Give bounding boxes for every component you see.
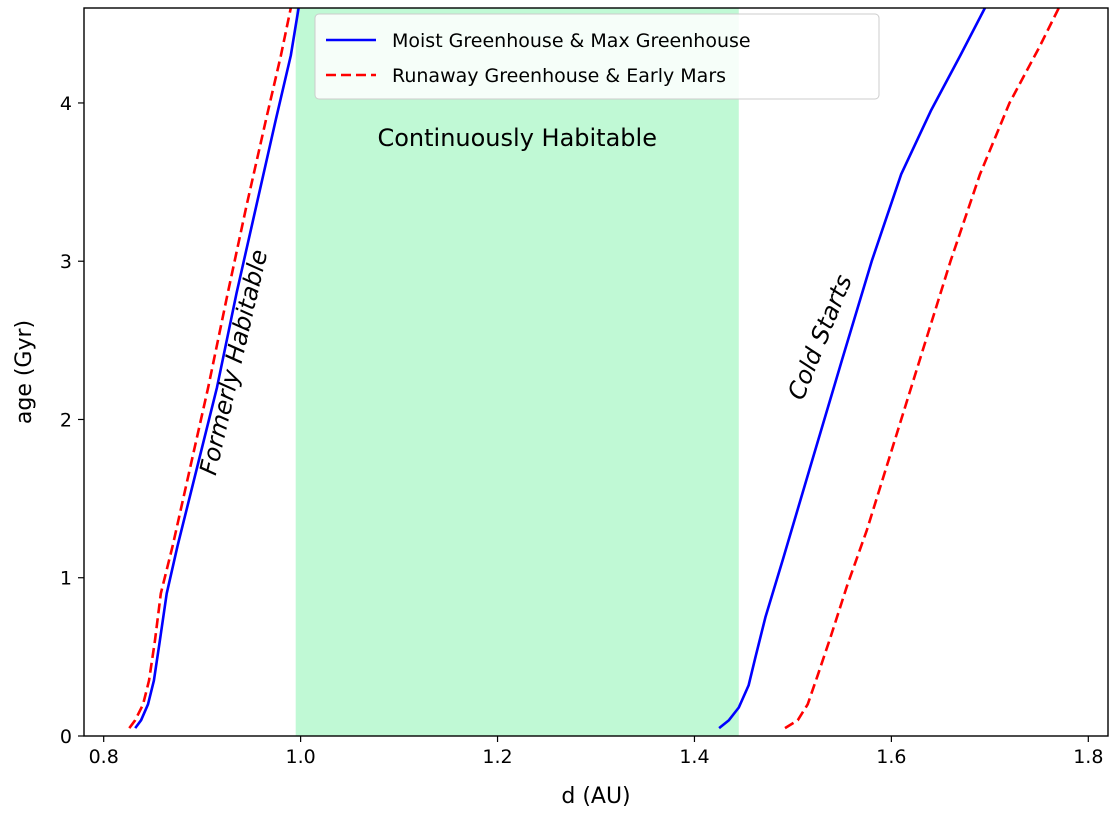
x-tick-label: 1.2: [482, 746, 512, 768]
series-line-moist-greenhouse-and-max-greenhouse-2: [718, 8, 987, 730]
x-tick-label: 1.4: [679, 746, 709, 768]
legend-label-moist-greenhouse: Moist Greenhouse & Max Greenhouse: [392, 30, 751, 52]
y-axis-title: age (Gyr): [12, 320, 37, 424]
legend-box: [314, 13, 880, 100]
y-tick-label: 4: [60, 93, 72, 115]
annotation-formerly-habitable: Formerly Habitable: [194, 247, 273, 478]
x-tick-label: 0.8: [89, 746, 119, 768]
x-axis-ticks: 0.8 1.0 1.2 1.4 1.6 1.8: [89, 736, 1103, 768]
series-line-runaway-greenhouse-and-early-mars-1: [128, 8, 293, 729]
plot-body: [128, 8, 1060, 736]
y-tick-label: 2: [60, 409, 72, 431]
y-tick-label: 1: [60, 568, 72, 590]
y-tick-label: 0: [60, 726, 72, 748]
legend: Moist Greenhouse & Max Greenhouse Runawa…: [314, 13, 880, 100]
y-tick-label: 3: [60, 251, 72, 273]
series-line-runaway-greenhouse-and-early-mars-2: [784, 8, 1060, 730]
x-tick-label: 1.8: [1073, 746, 1103, 768]
continuously-habitable-region: [295, 8, 739, 736]
x-axis-title: d (AU): [561, 784, 630, 809]
region-label-continuously-habitable: Continuously Habitable: [377, 124, 657, 152]
series-line-moist-greenhouse-and-max-greenhouse-1: [134, 8, 300, 729]
plot-frame: [83, 7, 1109, 737]
x-tick-label: 1.0: [286, 746, 316, 768]
x-tick-label: 1.6: [876, 746, 906, 768]
legend-label-runaway-greenhouse: Runaway Greenhouse & Early Mars: [392, 65, 726, 87]
annotation-cold-starts: Cold Starts: [782, 271, 857, 404]
y-axis-ticks: 0 1 2 3 4: [60, 93, 84, 748]
